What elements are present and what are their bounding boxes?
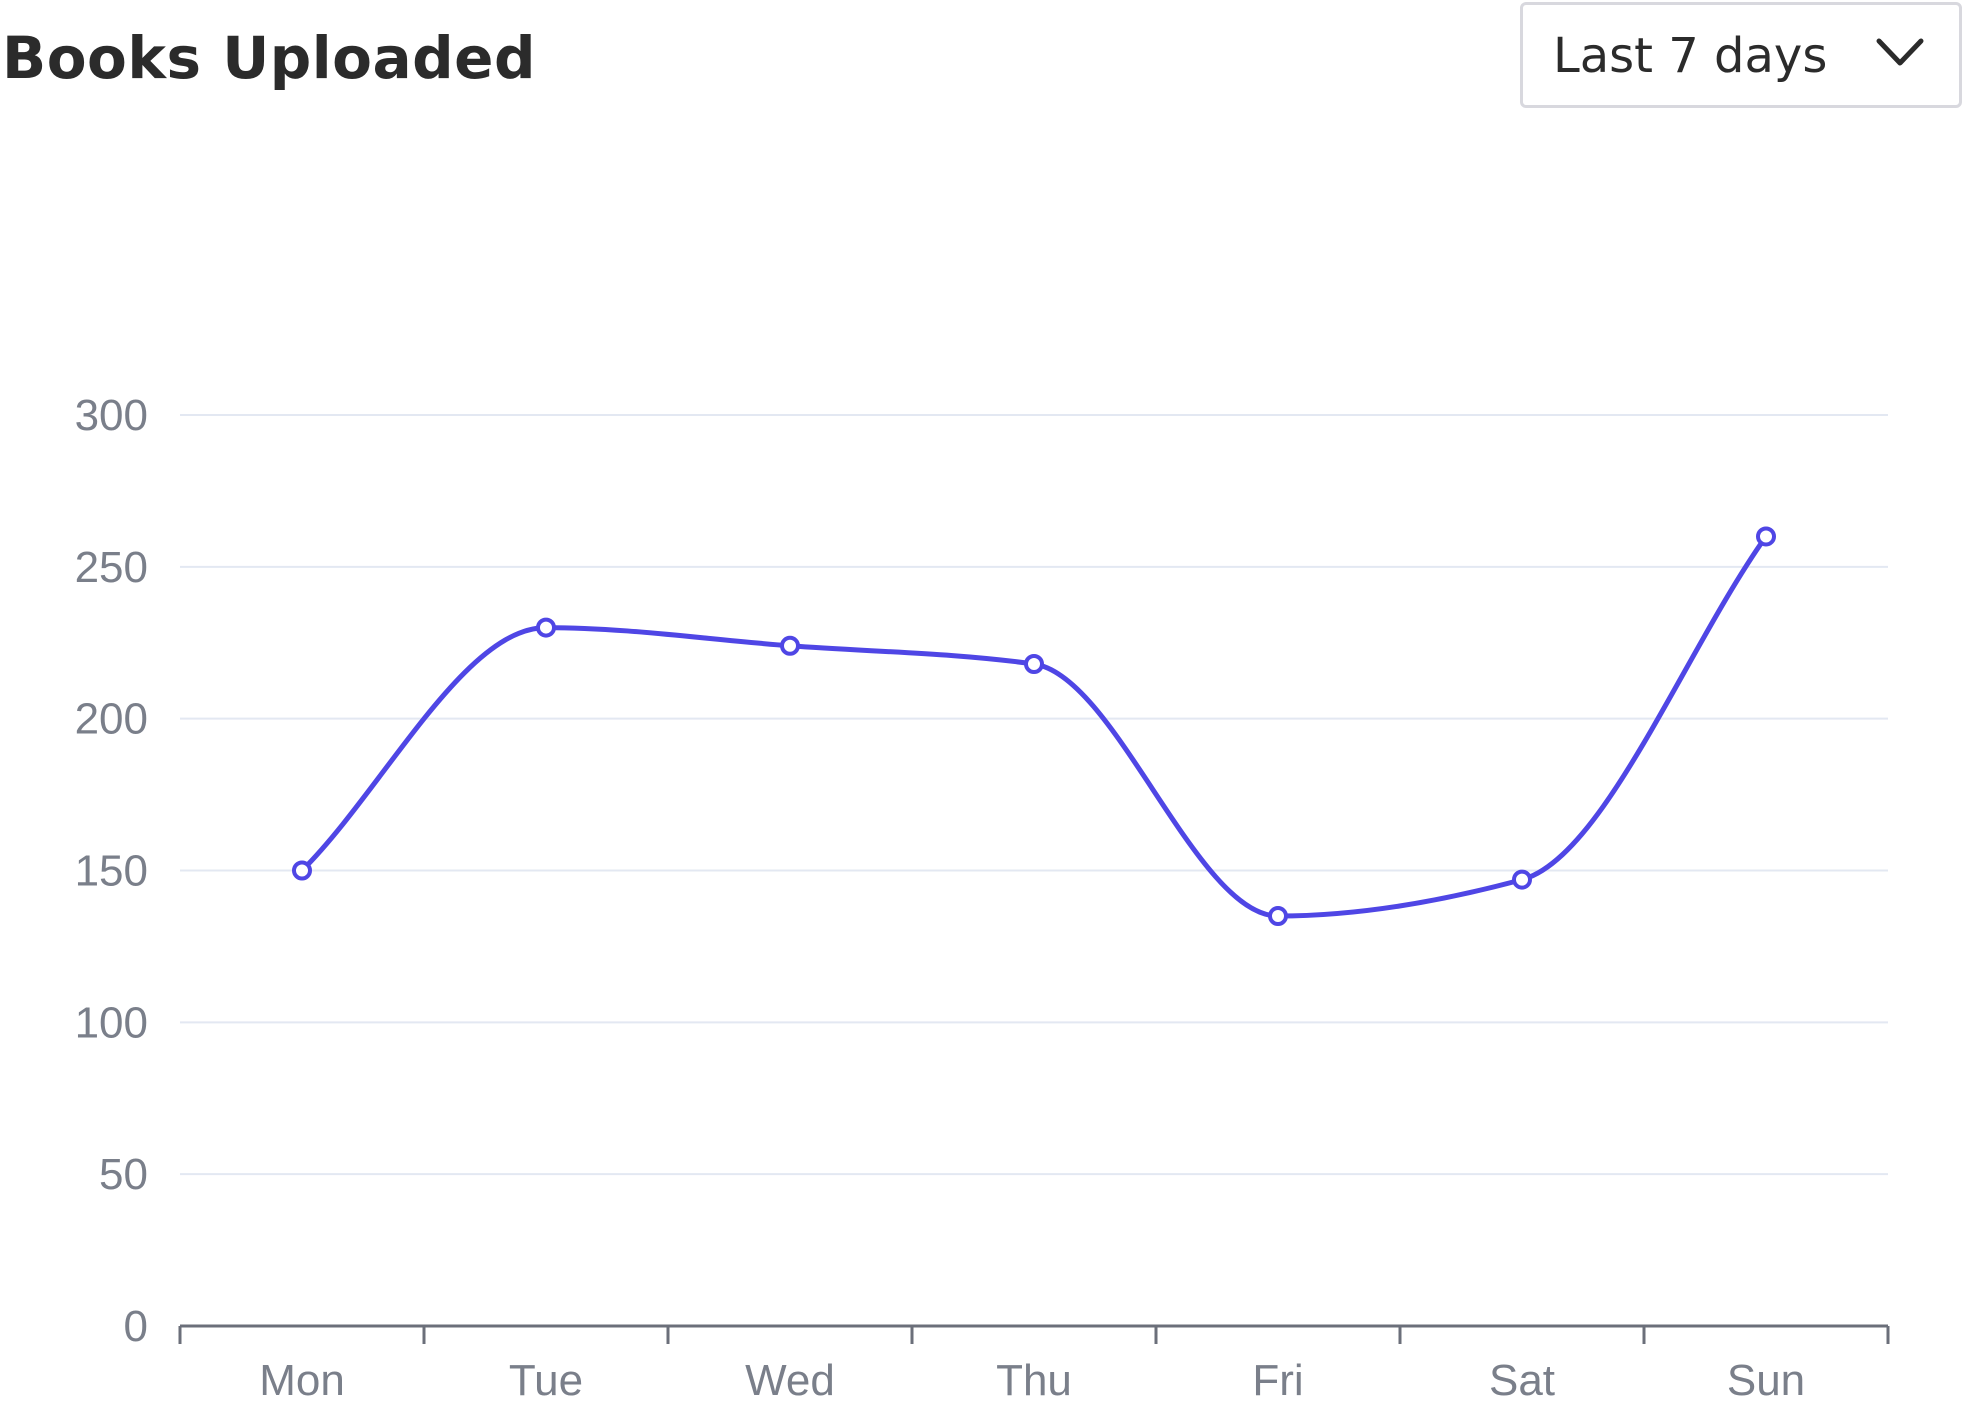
data-point-thu: [1024, 654, 1044, 675]
y-tick-label: 100: [75, 998, 148, 1047]
y-tick-label: 150: [75, 847, 148, 896]
x-tick-label-tue: Tue: [509, 1356, 583, 1405]
x-tick-label-sun: Sun: [1727, 1356, 1805, 1405]
x-tick-label-sat: Sat: [1489, 1356, 1555, 1405]
line-chart: 0 50 100 150 200 250 300 Mon Tue Wed Thu Fri Sat Sun: [0, 120, 1968, 1422]
x-tick-label-fri: Fri: [1252, 1356, 1303, 1405]
date-range-select[interactable]: Last 7 days: [1520, 2, 1962, 108]
series-line-0: [299, 533, 1769, 919]
data-point-fri: [1268, 906, 1288, 927]
x-axis: [178, 1324, 1890, 1344]
y-tick-label: 50: [99, 1150, 148, 1199]
data-point-sun: [1756, 526, 1776, 547]
x-tick-label-wed: Wed: [745, 1356, 835, 1405]
x-tick-label-mon: Mon: [259, 1356, 345, 1405]
date-range-value: Last 7 days: [1553, 28, 1828, 84]
x-tick-label-thu: Thu: [996, 1356, 1072, 1405]
x-axis-tick-labels: Mon Tue Wed Thu Fri Sat Sun: [259, 1356, 1805, 1405]
data-point-wed: [780, 635, 800, 656]
data-points: [292, 526, 1776, 927]
data-point-mon: [292, 860, 312, 881]
chevron-down-icon: [1875, 33, 1925, 73]
chart-header: Books Uploaded Last 7 days: [0, 0, 1968, 120]
chart-title: Books Uploaded: [2, 24, 537, 92]
gridlines: [180, 414, 1888, 1176]
y-tick-label: 200: [75, 695, 148, 744]
y-tick-label: 300: [75, 391, 148, 440]
data-point-sat: [1512, 869, 1532, 890]
y-axis-tick-labels: 0 50 100 150 200 250 300: [75, 391, 148, 1351]
series: [299, 533, 1769, 919]
y-tick-label: 250: [75, 543, 148, 592]
data-point-tue: [536, 617, 556, 638]
y-tick-label: 0: [124, 1302, 148, 1351]
line-chart-svg: 0 50 100 150 200 250 300 Mon Tue Wed Thu Fri Sat Sun: [75, 391, 1890, 1405]
